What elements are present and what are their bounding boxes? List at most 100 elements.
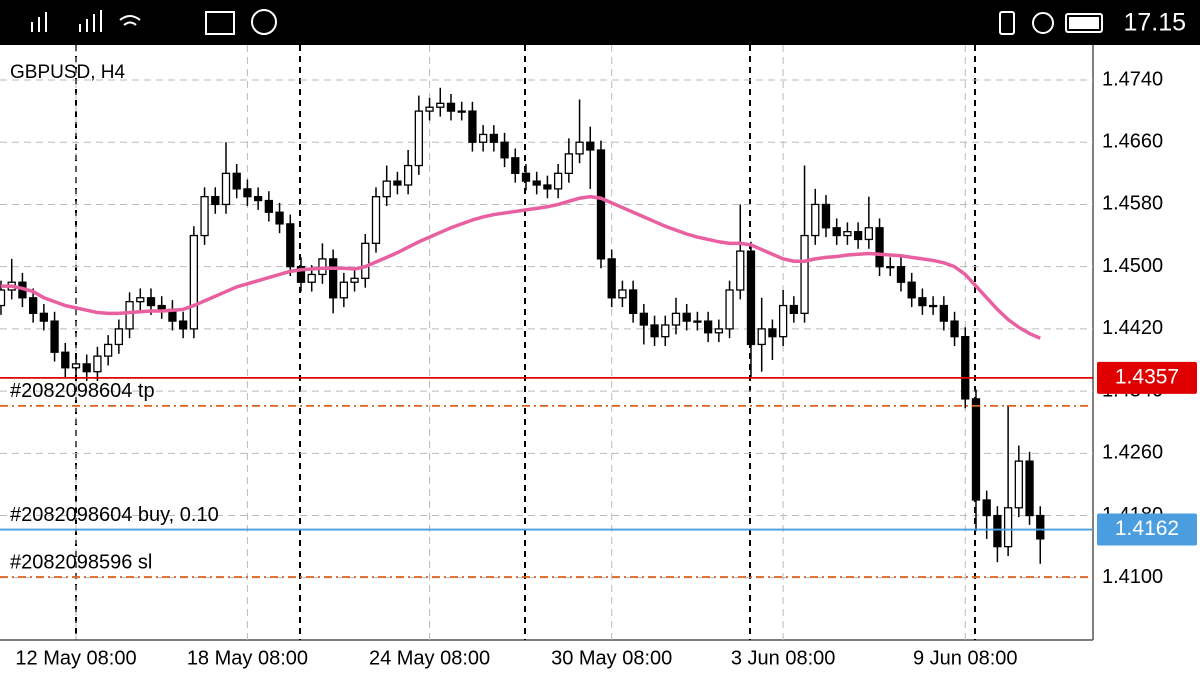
candle-body xyxy=(82,363,91,373)
candle-body xyxy=(778,304,788,338)
candle-body xyxy=(93,355,102,373)
x-tick-label: 18 May 08:00 xyxy=(187,647,308,669)
candle-body xyxy=(393,180,402,186)
candle-body xyxy=(350,277,359,283)
candle-body xyxy=(0,289,6,307)
candle-body xyxy=(864,227,873,241)
candle-body xyxy=(425,106,434,112)
candle-body xyxy=(671,312,681,326)
y-tick-label: 1.4420 xyxy=(1102,317,1163,339)
alarm-icon xyxy=(1032,12,1054,34)
x-tick-label: 3 Jun 08:00 xyxy=(731,647,836,669)
clock: 17.15 xyxy=(1123,9,1186,37)
candle-body xyxy=(1036,514,1045,540)
candle-body xyxy=(468,110,477,143)
chat-icon xyxy=(251,9,277,35)
candle-body xyxy=(500,141,509,159)
candle-body xyxy=(200,196,209,237)
candle-body xyxy=(682,312,691,322)
candle-body xyxy=(382,180,391,198)
signal-icon xyxy=(79,10,102,32)
candle-body xyxy=(296,266,306,283)
candle-body xyxy=(478,133,488,143)
candle-body xyxy=(661,324,670,338)
price-tag-label: 1.4357 xyxy=(1115,365,1179,388)
candle-body xyxy=(821,203,831,229)
candle-body xyxy=(575,141,584,155)
candle-body xyxy=(264,199,274,213)
y-tick-label: 1.4580 xyxy=(1102,193,1163,215)
candle-body xyxy=(328,258,338,299)
candle-body xyxy=(28,297,38,314)
candle-body xyxy=(221,172,231,206)
price-tag-label: 1.4162 xyxy=(1115,517,1179,540)
candle-body xyxy=(650,324,659,338)
candle-body xyxy=(800,234,809,314)
candle-body xyxy=(446,102,456,112)
candle-body xyxy=(371,196,381,244)
battery-level xyxy=(1069,17,1099,29)
candle-body xyxy=(918,297,927,307)
candle-body xyxy=(178,320,188,330)
chart-title: GBPUSD, H4 xyxy=(10,62,126,83)
candle-body xyxy=(211,196,220,206)
price-tag xyxy=(1097,513,1197,546)
candle-body xyxy=(811,203,820,237)
candle-body xyxy=(693,320,702,323)
level-label: #2082098604 tp xyxy=(10,380,155,402)
candle-body xyxy=(607,258,616,299)
candle-body xyxy=(896,266,906,283)
candle-body xyxy=(928,304,938,308)
candle-body xyxy=(971,398,981,501)
wifi-icon xyxy=(119,15,141,26)
candle-body xyxy=(436,102,445,108)
y-tick-label: 1.4740 xyxy=(1102,68,1163,90)
candle-body xyxy=(114,328,124,346)
chart xyxy=(0,45,1094,641)
price-tag xyxy=(1097,361,1197,394)
candle-body xyxy=(339,281,348,299)
candle-body xyxy=(586,141,595,151)
signal-icon xyxy=(31,12,47,32)
candle-body xyxy=(232,172,241,190)
x-tick-label: 9 Jun 08:00 xyxy=(913,647,1018,669)
candle-body xyxy=(714,328,723,334)
candle-body xyxy=(543,184,552,190)
candle-body xyxy=(907,281,916,299)
candle-body xyxy=(757,328,766,346)
candle-body xyxy=(843,231,852,237)
candle-body xyxy=(189,234,199,330)
y-tick-label: 1.4260 xyxy=(1102,442,1163,464)
moving-average xyxy=(1,194,1041,340)
candle-body xyxy=(275,211,284,225)
candle-body xyxy=(103,343,113,357)
candle-body xyxy=(361,242,370,279)
candle-body xyxy=(789,304,798,314)
candle-body xyxy=(146,297,156,307)
candle-body xyxy=(703,320,713,334)
candle-body xyxy=(639,312,648,326)
period-separators xyxy=(75,45,976,640)
candle-body xyxy=(886,266,895,269)
candle-body xyxy=(157,304,166,311)
candle-body xyxy=(1003,507,1013,548)
candle-body xyxy=(489,133,498,143)
candle-body xyxy=(50,320,59,353)
y-tick-label: 1.4500 xyxy=(1102,255,1163,277)
level-label: #2082098604 buy, 0.10 xyxy=(10,504,219,526)
candle-body xyxy=(243,188,252,198)
candle-body xyxy=(993,514,1002,548)
candle-body xyxy=(532,180,541,186)
candle-body xyxy=(596,149,606,260)
y-tick-label: 1.4660 xyxy=(1102,131,1163,153)
level-label: #2082098596 sl xyxy=(10,551,152,573)
candle-body xyxy=(39,312,49,322)
x-tick-label: 12 May 08:00 xyxy=(15,647,136,669)
candle-body xyxy=(875,227,884,268)
battery-icon xyxy=(1065,13,1103,33)
phone-icon xyxy=(999,11,1015,35)
candle-body xyxy=(511,157,520,174)
candle-body xyxy=(961,336,970,400)
